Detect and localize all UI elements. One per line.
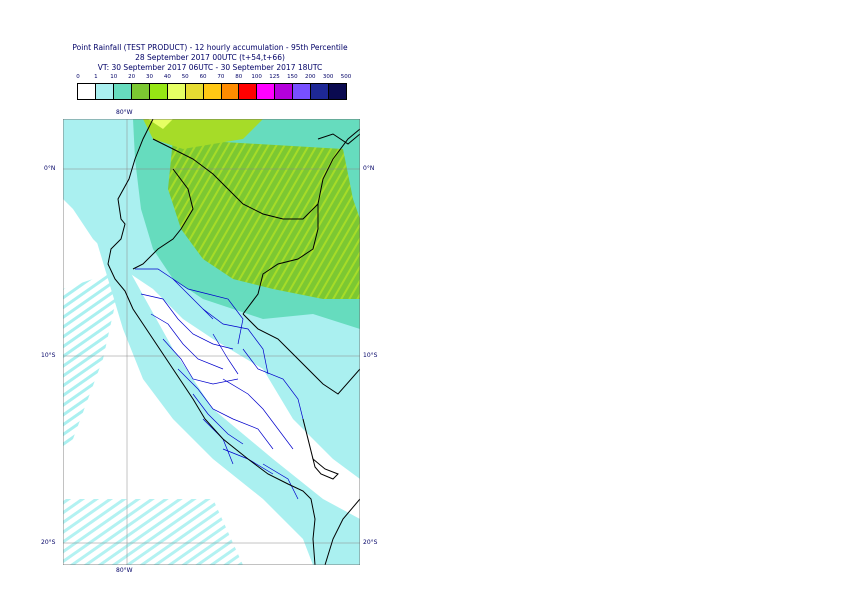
heavy-rain-north [143,119,263,149]
lat-label-left-10s: 10°S [41,352,56,359]
legend-labels: 0 1 10 20 30 40 50 60 70 80 100 125 150 200 300 500 [76,73,352,83]
legend-swatch [203,84,222,99]
chart-subtitle-validity: VT: 30 September 2017 06UTC - 30 Septemb… [97,63,323,72]
coastal-light-rain [93,179,360,565]
legend-label: 0 [76,74,80,80]
legend-label: 80 [235,74,243,80]
legend-swatch [78,84,96,99]
legend-label: 60 [199,74,207,80]
offshore-light-rain [63,269,123,449]
legend-swatch [131,84,150,99]
legend-swatch [239,84,258,99]
legend-swatch [167,84,186,99]
color-legend: 0 1 10 20 30 40 50 60 70 80 100 125 150 200 300 500 [76,73,352,100]
legend-swatch [275,84,294,99]
legend-label: 150 [287,74,298,80]
legend-label: 50 [181,74,189,80]
legend-swatch [95,84,114,99]
legend-label: 30 [145,74,153,80]
legend-label: 300 [322,74,334,80]
legend-label: 20 [128,74,136,80]
legend-label: 10 [110,74,118,80]
legend-swatch [293,84,312,99]
legend-boxes [77,83,347,100]
lat-label-right-10s: 10°S [363,352,378,359]
legend-swatch [221,84,240,99]
legend-label: 40 [163,74,171,80]
rainfall-map [63,119,360,565]
legend-swatch [113,84,132,99]
chart-title: Point Rainfall (TEST PRODUCT) - 12 hourl… [72,43,348,52]
legend-label: 100 [251,74,262,80]
legend-label: 125 [269,74,280,80]
legend-swatch [257,84,276,99]
legend-label: 70 [217,74,225,80]
legend-swatch [185,84,204,99]
lat-label-right-0: 0°N [363,165,375,172]
offshore-light-rain-south [63,499,243,565]
legend-swatch [311,84,330,99]
legend-label: 200 [305,74,316,80]
chart-subtitle-run: 28 September 2017 00UTC (t+54,t+66) [135,53,285,62]
lon-label-top: 80°W [116,109,133,116]
lat-label-right-20s: 20°S [363,539,378,546]
heavy-rain-band [168,139,360,299]
country-borders [107,119,360,565]
lat-label-left-20s: 20°S [41,539,56,546]
lat-label-left-0: 0°N [44,165,56,172]
legend-swatch [149,84,168,99]
legend-label: 500 [340,74,352,80]
department-borders [135,268,304,500]
legend-label: 1 [94,74,98,80]
legend-swatch [329,84,347,99]
very-heavy-rain-spot [148,119,173,129]
lon-label-bottom: 80°W [116,567,133,574]
